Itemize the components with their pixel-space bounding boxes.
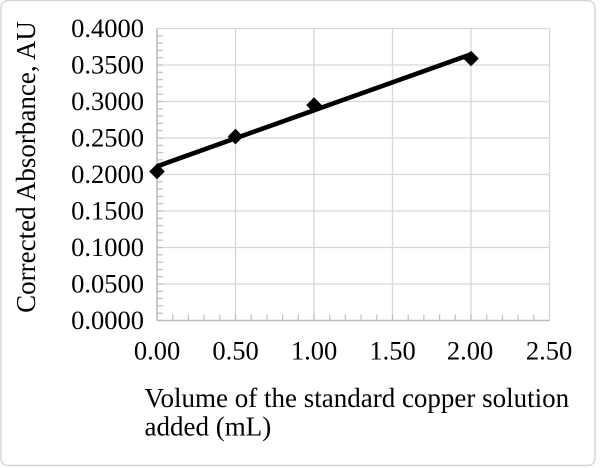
- svg-text:0.0500: 0.0500: [71, 269, 144, 299]
- svg-text:0.4000: 0.4000: [71, 13, 144, 43]
- svg-text:0.50: 0.50: [212, 336, 258, 366]
- svg-text:0.00: 0.00: [134, 336, 180, 366]
- svg-text:0.1500: 0.1500: [71, 196, 144, 226]
- svg-text:added (mL): added (mL): [145, 412, 272, 442]
- svg-text:0.2000: 0.2000: [71, 159, 144, 189]
- svg-text:0.1000: 0.1000: [71, 232, 144, 262]
- svg-text:Corrected Absorbance, AU: Corrected Absorbance, AU: [11, 21, 41, 313]
- svg-text:0.2500: 0.2500: [71, 123, 144, 153]
- svg-text:1.00: 1.00: [291, 336, 337, 366]
- svg-text:0.3500: 0.3500: [71, 50, 144, 80]
- svg-text:0.3000: 0.3000: [71, 86, 144, 116]
- svg-text:0.0000: 0.0000: [71, 305, 144, 335]
- svg-text:1.50: 1.50: [369, 336, 415, 366]
- svg-text:2.00: 2.00: [447, 336, 493, 366]
- svg-text:Volume of the standard copper: Volume of the standard copper solution: [145, 383, 570, 413]
- svg-text:2.50: 2.50: [526, 336, 572, 366]
